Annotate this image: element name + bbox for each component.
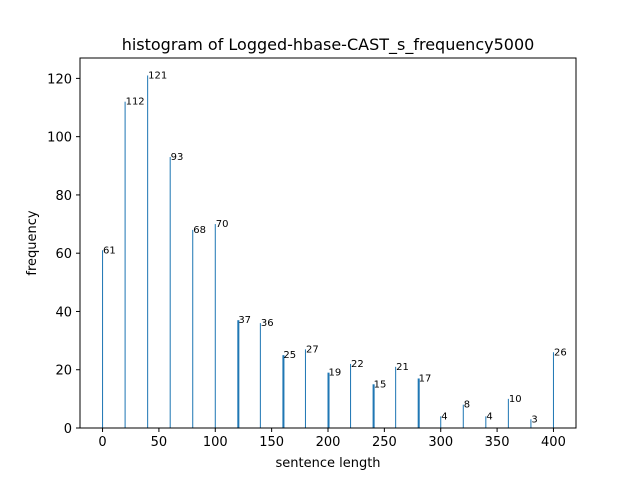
y-axis-label: frequency: [25, 210, 40, 276]
data-label-x-120: 37: [238, 315, 251, 326]
bar-x-180: [304, 349, 306, 428]
bar-x-60: [169, 157, 171, 428]
bar-x-380: [530, 419, 532, 428]
data-label-x-160: 25: [283, 350, 296, 361]
bar-x-340: [485, 416, 487, 428]
data-label-x-200: 19: [329, 368, 342, 379]
bars-group: [102, 75, 554, 428]
x-tick-label-200: 200: [316, 435, 341, 450]
data-label-x-20: 112: [126, 97, 145, 108]
x-tick-label-300: 300: [428, 435, 453, 450]
bar-x-300: [440, 416, 442, 428]
data-label-x-60: 93: [171, 152, 184, 163]
y-tick-label-0: 0: [64, 422, 72, 437]
y-tick-label-80: 80: [55, 189, 72, 204]
y-tick-label-100: 100: [47, 131, 72, 146]
x-tick-label-350: 350: [485, 435, 510, 450]
y-tick-label-20: 20: [55, 364, 72, 379]
data-label-x-380: 3: [531, 414, 537, 425]
bar-x-120: [237, 320, 240, 428]
y-tick-label-40: 40: [55, 305, 72, 320]
bar-x-20: [124, 101, 126, 428]
bar-x-240: [372, 384, 375, 428]
bar-x-400: [552, 352, 554, 428]
data-label-x-140: 36: [261, 318, 274, 329]
bar-x-360: [507, 398, 509, 428]
data-label-x-220: 22: [351, 359, 364, 370]
data-labels-group: 61 112 121 93 68 70 37 36 25 27 19 22 15 21 17 4 8 4 10 3 26: [103, 70, 567, 425]
x-tick-label-400: 400: [541, 435, 566, 450]
y-axis: 0 20 40 60 80 100 120: [47, 72, 80, 437]
data-label-x-260: 21: [396, 362, 409, 373]
data-label-x-340: 4: [486, 411, 492, 422]
data-label-x-240: 15: [374, 379, 387, 390]
bar-x-80: [192, 229, 194, 428]
x-axis: 0 50 100 150 200 250 300 350 400: [98, 428, 566, 450]
bar-x-0: [102, 250, 104, 428]
bar-x-280: [417, 378, 420, 428]
bar-x-40: [147, 75, 149, 428]
bar-x-260: [395, 366, 397, 428]
data-label-x-400: 26: [554, 347, 567, 358]
data-label-x-0: 61: [103, 245, 116, 256]
bar-x-200: [327, 372, 330, 428]
x-axis-label: sentence length: [275, 456, 380, 471]
data-label-x-80: 68: [193, 225, 206, 236]
bar-x-160: [282, 355, 285, 428]
bar-x-220: [350, 363, 352, 428]
y-tick-label-120: 120: [47, 72, 72, 87]
bar-x-320: [462, 404, 464, 428]
data-label-x-280: 17: [419, 373, 432, 384]
x-tick-label-50: 50: [151, 435, 168, 450]
x-tick-label-250: 250: [372, 435, 397, 450]
data-label-x-40: 121: [148, 70, 167, 81]
bar-x-100: [214, 224, 216, 428]
data-label-x-180: 27: [306, 344, 319, 355]
x-tick-label-0: 0: [98, 435, 106, 450]
data-label-x-100: 70: [216, 219, 229, 230]
data-label-x-360: 10: [509, 394, 522, 405]
x-tick-label-150: 150: [259, 435, 284, 450]
bar-x-140: [259, 323, 261, 428]
data-label-x-320: 8: [464, 400, 470, 411]
x-tick-label-100: 100: [203, 435, 228, 450]
y-tick-label-60: 60: [55, 247, 72, 262]
data-label-x-300: 4: [441, 411, 447, 422]
chart-title: histogram of Logged-hbase-CAST_s_frequen…: [122, 35, 535, 55]
